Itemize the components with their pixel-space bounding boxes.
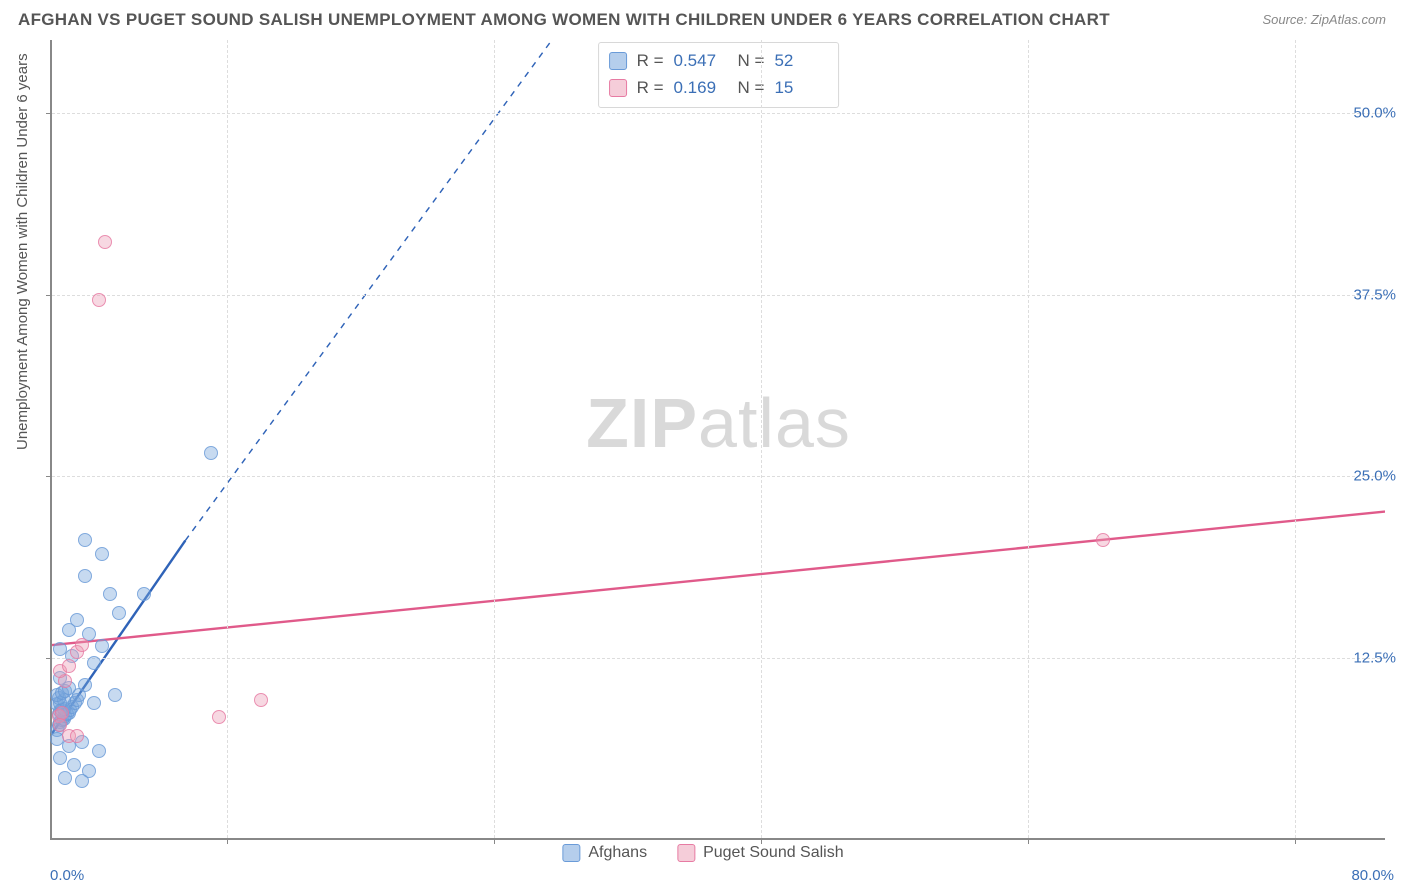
r-value-a: 0.547	[674, 47, 728, 74]
data-point	[70, 613, 84, 627]
data-point	[78, 678, 92, 692]
y-tick-label: 50.0%	[1353, 104, 1396, 121]
y-tick	[46, 113, 52, 114]
data-point	[98, 235, 112, 249]
r-label: R =	[637, 74, 664, 101]
r-label: R =	[637, 47, 664, 74]
gridline-h	[52, 295, 1385, 296]
x-axis-max-label: 80.0%	[1351, 867, 1394, 884]
data-point	[53, 642, 67, 656]
gridline-v	[1028, 40, 1029, 838]
y-tick	[46, 476, 52, 477]
data-point	[75, 774, 89, 788]
r-value-b: 0.169	[674, 74, 728, 101]
watermark-light: atlas	[698, 384, 851, 462]
data-point	[70, 729, 84, 743]
legend-item-b: Puget Sound Salish	[677, 844, 844, 862]
data-point	[95, 547, 109, 561]
y-axis-label: Unemployment Among Women with Children U…	[14, 53, 31, 450]
data-point	[87, 656, 101, 670]
swatch-blue-icon	[562, 844, 580, 862]
swatch-pink-icon	[609, 79, 627, 97]
stats-box: R = 0.547 N = 52 R = 0.169 N = 15	[598, 42, 840, 108]
x-tick	[227, 838, 228, 844]
data-point	[212, 710, 226, 724]
gridline-h	[52, 476, 1385, 477]
data-point	[75, 638, 89, 652]
source-attribution: Source: ZipAtlas.com	[1262, 12, 1386, 27]
watermark: ZIPatlas	[586, 383, 851, 463]
data-point	[78, 569, 92, 583]
swatch-blue-icon	[609, 52, 627, 70]
swatch-pink-icon	[677, 844, 695, 862]
gridline-h	[52, 658, 1385, 659]
data-point	[95, 639, 109, 653]
x-axis-origin-label: 0.0%	[50, 867, 84, 884]
data-point	[78, 533, 92, 547]
data-point	[87, 696, 101, 710]
y-tick	[46, 295, 52, 296]
data-point	[58, 771, 72, 785]
legend-label-a: Afghans	[588, 844, 647, 862]
trend-line	[52, 512, 1385, 645]
trend-line	[185, 40, 552, 541]
stats-row-series-b: R = 0.169 N = 15	[609, 74, 829, 101]
gridline-v	[227, 40, 228, 838]
x-tick	[1295, 838, 1296, 844]
y-tick-label: 37.5%	[1353, 286, 1396, 303]
gridline-h	[52, 113, 1385, 114]
n-value-b: 15	[774, 74, 828, 101]
data-point	[108, 688, 122, 702]
data-point	[204, 446, 218, 460]
legend-label-b: Puget Sound Salish	[703, 844, 844, 862]
data-point	[53, 751, 67, 765]
data-point	[1096, 533, 1110, 547]
data-point	[92, 744, 106, 758]
legend-item-a: Afghans	[562, 844, 647, 862]
x-tick	[1028, 838, 1029, 844]
gridline-v	[761, 40, 762, 838]
data-point	[103, 587, 117, 601]
gridline-v	[494, 40, 495, 838]
y-tick-label: 12.5%	[1353, 650, 1396, 667]
n-value-a: 52	[774, 47, 828, 74]
legend: Afghans Puget Sound Salish	[562, 844, 843, 862]
data-point	[67, 758, 81, 772]
data-point	[137, 587, 151, 601]
data-point	[254, 693, 268, 707]
data-point	[62, 659, 76, 673]
chart-title: AFGHAN VS PUGET SOUND SALISH UNEMPLOYMEN…	[18, 10, 1110, 30]
gridline-v	[1295, 40, 1296, 838]
data-point	[112, 606, 126, 620]
y-tick	[46, 658, 52, 659]
data-point	[92, 293, 106, 307]
plot-area: ZIPatlas R = 0.547 N = 52 R = 0.169 N = …	[50, 40, 1385, 840]
watermark-bold: ZIP	[586, 384, 698, 462]
y-tick-label: 25.0%	[1353, 468, 1396, 485]
stats-row-series-a: R = 0.547 N = 52	[609, 47, 829, 74]
x-tick	[494, 838, 495, 844]
